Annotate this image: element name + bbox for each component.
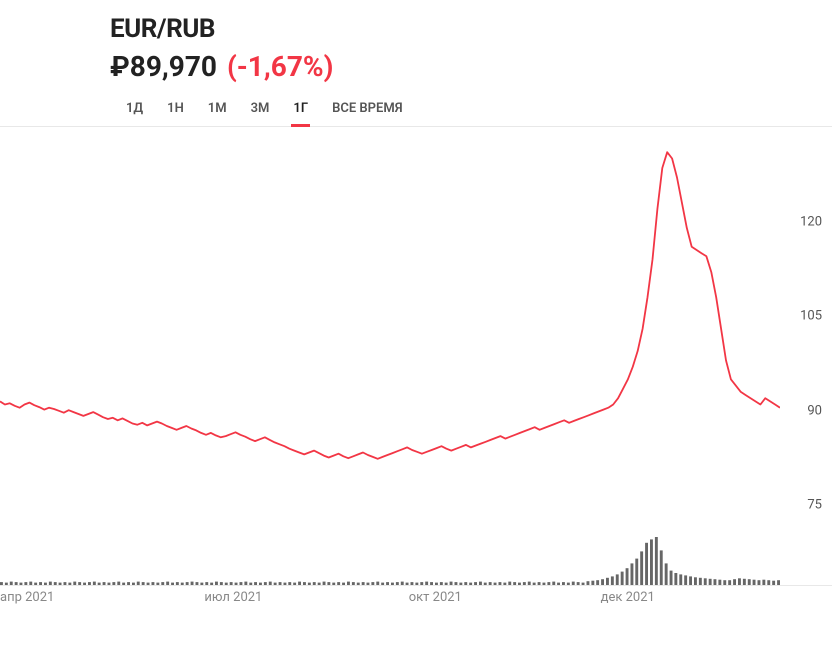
range-tab[interactable]: 1Н — [167, 101, 184, 126]
price-row: ₽89,970 (-1,67%) — [110, 50, 832, 83]
price-value: ₽89,970 — [110, 50, 217, 83]
y-tick-label: 105 — [800, 309, 822, 324]
x-tick-label: дек 2021 — [601, 590, 655, 605]
range-tab[interactable]: ВСЕ ВРЕМЯ — [332, 101, 402, 126]
range-tab[interactable]: 1Д — [126, 101, 143, 126]
header: EUR/RUB ₽89,970 (-1,67%) 1Д 1Н 1М 3М 1Г ВСЕ В… — [0, 0, 832, 126]
change-pct: (-1,67%) — [227, 50, 333, 83]
x-tick-label: окт 2021 — [409, 590, 462, 605]
range-tab[interactable]: 3М — [251, 101, 270, 126]
price-number: 89,970 — [130, 50, 217, 83]
y-tick-label: 75 — [807, 498, 822, 513]
y-axis-labels: 75 90 105 120 — [782, 127, 822, 537]
volume-bars — [0, 537, 780, 585]
range-tab[interactable]: 1Г — [293, 101, 308, 126]
divider — [0, 585, 832, 586]
currency-symbol: ₽ — [110, 50, 130, 83]
y-tick-label: 120 — [800, 214, 822, 229]
y-tick-label: 90 — [807, 403, 822, 418]
volume-row — [0, 537, 832, 585]
x-tick-label: июл 2021 — [204, 590, 262, 605]
chart-area[interactable]: 75 90 105 120 — [0, 127, 832, 537]
x-tick-label: апр 2021 — [0, 590, 54, 605]
chart-widget: EUR/RUB ₽89,970 (-1,67%) 1Д 1Н 1М 3М 1Г ВСЕ В… — [0, 0, 832, 645]
pair-symbol: EUR/RUB — [110, 14, 832, 44]
range-tab[interactable]: 1М — [208, 101, 227, 126]
line-chart — [0, 127, 780, 537]
x-axis-labels: апр 2021 июл 2021 окт 2021 дек 2021 — [0, 590, 832, 610]
range-tabs: 1Д 1Н 1М 3М 1Г ВСЕ ВРЕМЯ — [110, 101, 832, 126]
